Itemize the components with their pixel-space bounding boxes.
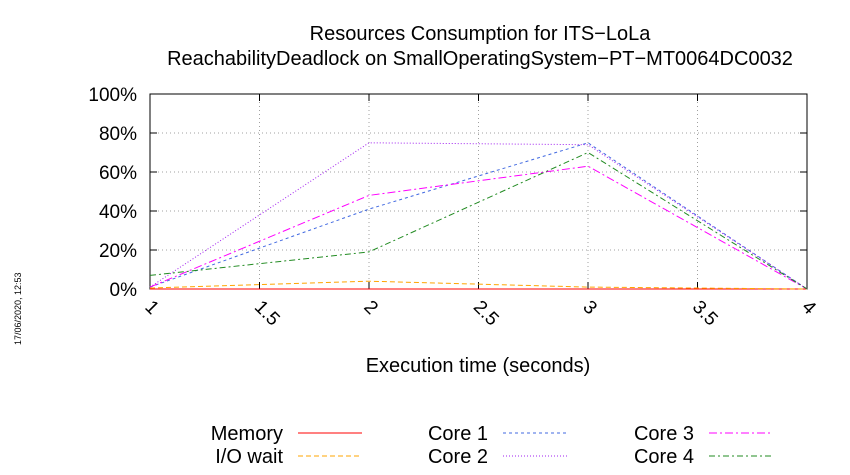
x-tick-label: 4 bbox=[797, 297, 820, 320]
x-tick-label: 3 bbox=[578, 297, 600, 319]
chart-subtitle: ReachabilityDeadlock on SmallOperatingSy… bbox=[167, 48, 793, 70]
y-tick-label: 100% bbox=[88, 85, 137, 106]
series-lines bbox=[149, 142, 808, 290]
chart-title: Resources Consumption for ITS−LoLa bbox=[310, 23, 652, 45]
legend-label: Core 3 bbox=[634, 423, 694, 445]
timestamp: 17/06/2020, 12:53 bbox=[13, 272, 23, 345]
x-tick-label: 2.5 bbox=[469, 297, 503, 331]
x-axis-label: Execution time (seconds) bbox=[366, 355, 591, 377]
plot-area-frame bbox=[149, 93, 808, 290]
x-tick-label: 2 bbox=[359, 297, 381, 319]
y-tick-label: 60% bbox=[99, 163, 137, 184]
x-axis: 1 1.5 2 2.5 3 3.5 4 bbox=[140, 94, 820, 330]
series-line-i-o-wait bbox=[149, 280, 808, 290]
series-line-core-3 bbox=[149, 165, 808, 290]
y-tick-label: 80% bbox=[99, 124, 137, 145]
series-line-core-2 bbox=[149, 142, 808, 290]
legend-label: Core 2 bbox=[428, 446, 488, 468]
legend-label: I/O wait bbox=[215, 446, 283, 468]
legend-label: Core 1 bbox=[428, 423, 488, 445]
y-tick-label: 0% bbox=[110, 280, 138, 301]
series-line-core-1 bbox=[149, 142, 808, 290]
grid-lines bbox=[150, 94, 807, 289]
y-axis: 0% 20% 40% 60% 80% 100% bbox=[88, 85, 807, 301]
y-tick-label: 20% bbox=[99, 241, 137, 262]
series-line-core-4 bbox=[149, 151, 808, 290]
x-tick-label: 3.5 bbox=[688, 297, 722, 331]
y-tick-label: 40% bbox=[99, 202, 137, 223]
x-tick-label: 1.5 bbox=[250, 297, 284, 331]
legend-label: Core 4 bbox=[634, 446, 694, 468]
legend-label: Memory bbox=[211, 423, 283, 445]
x-tick-label: 1 bbox=[140, 297, 162, 319]
